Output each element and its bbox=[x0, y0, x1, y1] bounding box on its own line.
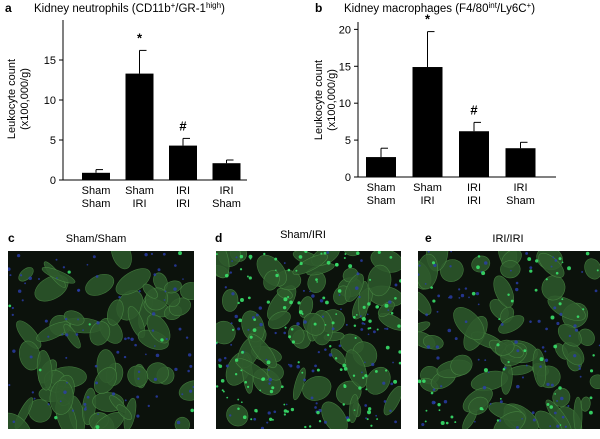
micrograph-panel-d: d Sham/IRI bbox=[215, 229, 401, 429]
chart-a-category-label: IRI bbox=[176, 185, 190, 197]
chart-b-ytick-label: 5 bbox=[345, 135, 351, 147]
micrograph-panel-c: c Sham/Sham bbox=[8, 231, 194, 429]
chart-b-category-label: Sham bbox=[506, 195, 535, 207]
chart-a-category-label: Sham bbox=[82, 198, 111, 210]
chart-b-category-label: Sham bbox=[367, 195, 396, 207]
chart-a-bar bbox=[212, 163, 241, 180]
chart-b-ytick-label: 20 bbox=[339, 24, 351, 36]
chart-b-significance-marker: * bbox=[425, 12, 431, 27]
chart-b-category-label: Sham bbox=[413, 182, 442, 194]
chart-a-bar bbox=[125, 73, 154, 180]
chart-b-bar bbox=[459, 131, 489, 177]
chart-b-category-label: IRI bbox=[467, 195, 481, 207]
chart-b-ytick-label: 10 bbox=[339, 98, 351, 110]
chart-b-category-label: Sham bbox=[367, 182, 396, 194]
chart-panel-a: a Kidney neutrophils (CD11b+/GR-1high) L… bbox=[5, 1, 247, 210]
chart-a-ytick-label: 5 bbox=[50, 135, 56, 147]
chart-a-category-label: IRI bbox=[176, 198, 190, 210]
chart-b-ylabel-line2: (x100,000/g) bbox=[326, 69, 338, 131]
chart-a-bar bbox=[82, 172, 110, 180]
micrograph-panel-e: e IRI/IRI bbox=[418, 231, 600, 429]
chart-b-ytick-label: 15 bbox=[339, 61, 351, 73]
chart-b-category-label: IRI bbox=[513, 182, 527, 194]
chart-panel-b: b Kidney macrophages (F4/80int/Ly6C+) Le… bbox=[313, 1, 556, 207]
chart-a-ytick-label: 10 bbox=[44, 95, 56, 107]
chart-a-category-label: IRI bbox=[219, 185, 233, 197]
chart-b-category-label: IRI bbox=[420, 195, 434, 207]
chart-a-ytick-label: 0 bbox=[50, 175, 56, 187]
chart-a-category-label: IRI bbox=[132, 198, 146, 210]
panel-letter-a: a bbox=[5, 1, 12, 15]
micrograph-d-title: Sham/IRI bbox=[280, 229, 326, 241]
chart-b-ylabel-line1: Leukocyte count bbox=[313, 60, 325, 140]
panel-letter-d: d bbox=[215, 231, 222, 245]
chart-b-title: Kidney macrophages (F4/80int/Ly6C+) bbox=[344, 1, 535, 15]
chart-a-category-label: Sham bbox=[212, 198, 241, 210]
chart-b-bar bbox=[412, 67, 443, 177]
chart-a-category-label: Sham bbox=[125, 185, 154, 197]
panel-letter-e: e bbox=[425, 231, 432, 245]
chart-a-category-label: Sham bbox=[82, 185, 111, 197]
chart-a-significance-marker: * bbox=[137, 30, 143, 45]
micrograph-e-title: IRI/IRI bbox=[492, 233, 523, 245]
chart-a-ylabel-line2: (x100,000/g) bbox=[19, 68, 31, 130]
panel-letter-b: b bbox=[315, 1, 322, 15]
chart-a-significance-marker: # bbox=[179, 118, 187, 133]
chart-a-ylabel-line1: Leukocyte count bbox=[6, 59, 18, 139]
chart-a-title: Kidney neutrophils (CD11b+/GR-1high) bbox=[34, 1, 225, 15]
chart-b-category-label: IRI bbox=[467, 182, 481, 194]
chart-b-significance-marker: # bbox=[470, 102, 478, 117]
chart-b-bar bbox=[505, 148, 536, 177]
chart-b-bar bbox=[366, 157, 396, 177]
panel-letter-c: c bbox=[8, 231, 15, 245]
chart-a-bar bbox=[169, 145, 197, 180]
chart-a-ytick-label: 15 bbox=[44, 55, 56, 67]
chart-b-ytick-label: 0 bbox=[345, 172, 351, 184]
micrograph-c-title: Sham/Sham bbox=[66, 233, 127, 245]
